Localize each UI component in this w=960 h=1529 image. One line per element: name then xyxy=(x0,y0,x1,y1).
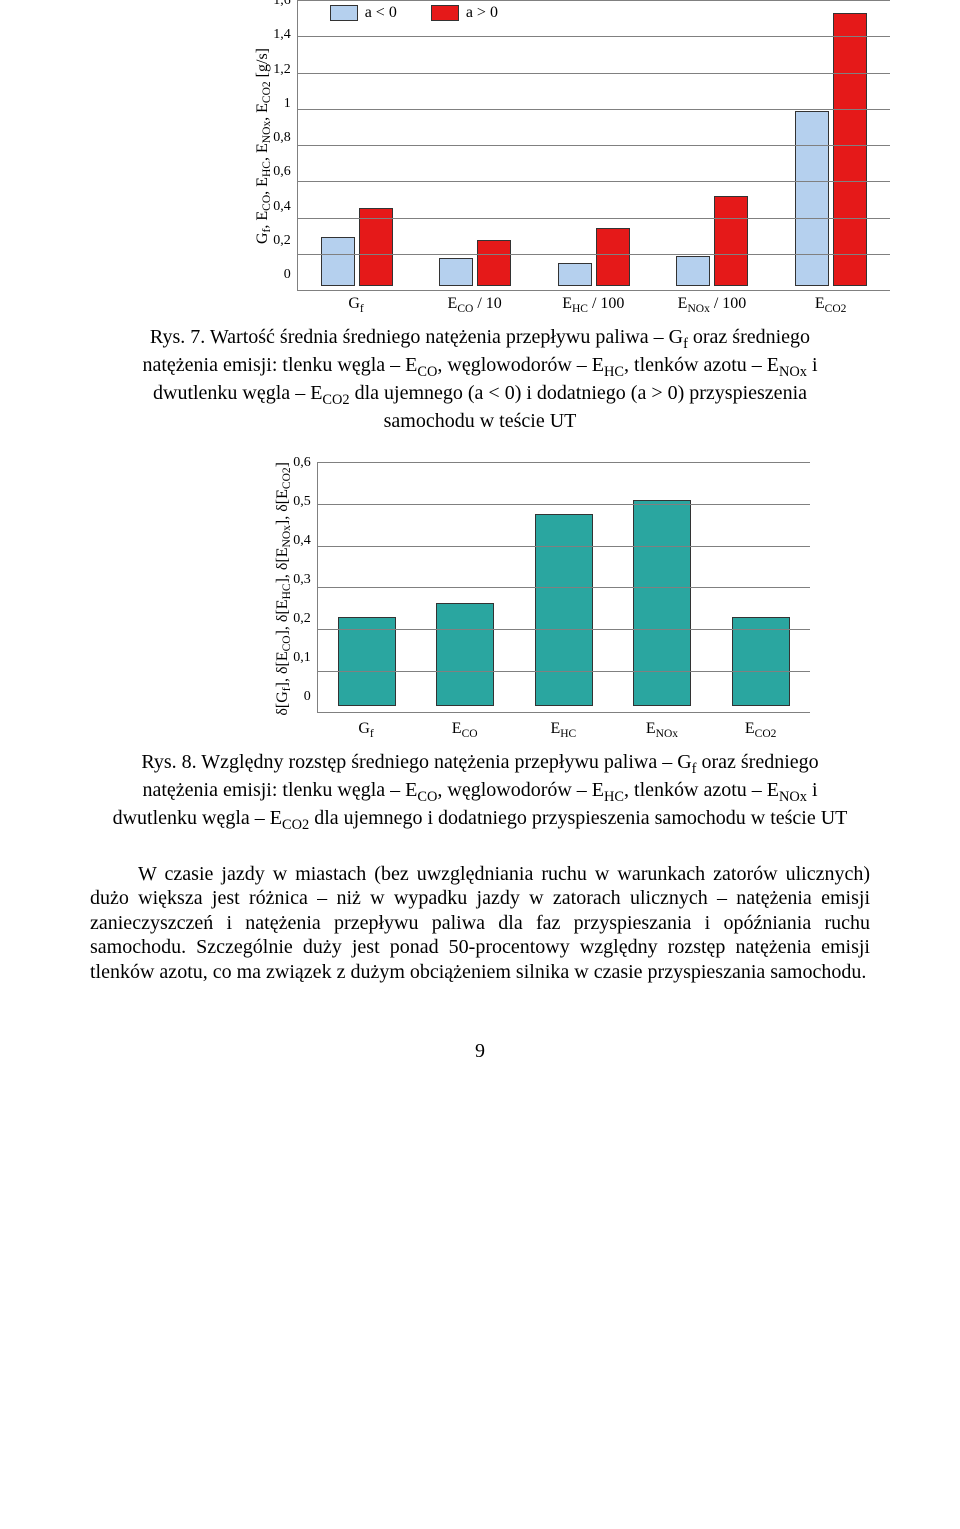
chart2-bar xyxy=(633,500,691,706)
chart1-grouped-bar: Gf, ECO, EHC, ENOx, ECO2 [g/s] 1,61,41,2… xyxy=(250,0,890,315)
chart2-yticks: 0,60,50,40,30,20,10 xyxy=(293,455,317,705)
caption-fig8: Rys. 8. Względny rozstęp średniego natęż… xyxy=(110,750,850,834)
chart2-yaxis-label: δ[Gf], δ[ECO], δ[EHC], δ[ENOx], δ[ECO2] xyxy=(270,462,293,716)
chart1-bar xyxy=(477,240,511,286)
chart1-bar xyxy=(795,111,829,286)
chart1-plot-area: a < 0a > 0 xyxy=(297,0,890,291)
caption-fig7: Rys. 7. Wartość średnia średniego natęże… xyxy=(110,325,850,434)
chart1-xticks: GfECO / 10EHC / 100ENOx / 100ECO2 xyxy=(250,291,890,315)
chart2-bar xyxy=(732,617,790,706)
chart1-bar xyxy=(596,228,630,286)
chart2-bar xyxy=(338,617,396,706)
chart2-bar: δ[Gf], δ[ECO], δ[EHC], δ[ENOx], δ[ECO2] … xyxy=(270,462,810,740)
chart2-xticks: GfECOEHCENOxECO2 xyxy=(270,716,810,740)
chart1-bar xyxy=(321,237,355,286)
page-number: 9 xyxy=(90,1040,870,1063)
chart1-bar xyxy=(714,196,748,286)
chart2-bar xyxy=(436,603,494,706)
chart1-yticks: 1,61,41,210,80,60,40,20 xyxy=(273,0,297,283)
chart2-bar xyxy=(535,514,593,706)
chart1-bar xyxy=(558,263,592,286)
chart1-bar xyxy=(833,13,867,286)
chart1-bar xyxy=(359,208,393,286)
chart1-yaxis-label: Gf, ECO, EHC, ENOx, ECO2 [g/s] xyxy=(250,0,273,291)
chart2-plot-area xyxy=(317,462,810,713)
body-paragraph: W czasie jazdy w miastach (bez uwzględni… xyxy=(90,862,870,984)
chart1-bar xyxy=(676,256,710,286)
chart1-bar xyxy=(439,258,473,286)
